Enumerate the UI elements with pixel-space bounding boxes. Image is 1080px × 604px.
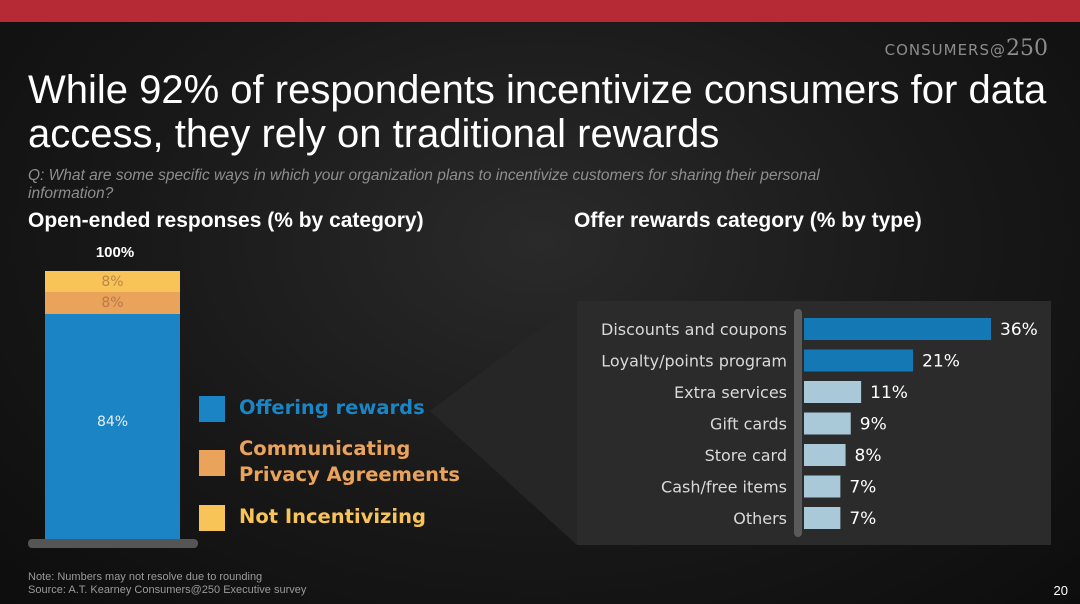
rewards-axis <box>794 309 802 537</box>
stack-segment-label-2: 8% <box>101 273 124 290</box>
brand-logo: CONSUMERS@250 <box>885 36 1048 61</box>
stack-baseline <box>28 539 198 548</box>
legend-not-incentivizing: Not Incentivizing <box>199 504 426 531</box>
footnote: Note: Numbers may not resolve due to rou… <box>28 571 306 597</box>
legend-swatch-orange <box>199 450 225 476</box>
rewards-bar-4 <box>804 444 846 466</box>
rewards-value-label-4: 8% <box>855 446 882 466</box>
rewards-bar-2 <box>804 381 862 403</box>
legend-swatch-yellow <box>199 505 225 531</box>
rewards-category-label-2: Extra services <box>674 383 787 402</box>
left-chart-title: Open-ended responses (% by category) <box>28 209 424 232</box>
stack-total-label: 100% <box>95 244 135 261</box>
rewards-bar-6 <box>804 507 841 529</box>
rewards-value-label-3: 9% <box>860 415 887 435</box>
right-chart-title: Offer rewards category (% by type) <box>574 209 922 232</box>
stack-segment-2: 8% <box>45 271 180 293</box>
rewards-bar-3 <box>804 412 851 435</box>
stack-segment-label-0: 84% <box>96 413 129 430</box>
brand-number: 250 <box>1006 36 1048 61</box>
survey-question: Q: What are some specific ways in which … <box>28 167 820 202</box>
rewards-category-label-0: Discounts and coupons <box>601 320 787 339</box>
legend-communicating-privacy: Communicating Privacy Agreements <box>199 436 460 488</box>
slide-title: While 92% of respondents incentivize con… <box>28 68 1047 156</box>
page-number: 20 <box>1053 583 1068 598</box>
rewards-bar-1 <box>804 349 914 372</box>
legend-label-not-incentivizing: Not Incentivizing <box>239 505 426 528</box>
rewards-bar-0 <box>804 318 991 340</box>
top-accent-bar <box>0 0 1080 22</box>
rewards-category-label-6: Others <box>733 509 787 528</box>
rewards-bar-5 <box>804 475 841 498</box>
legend-offering-rewards: Offering rewards <box>199 395 425 422</box>
stack-segment-1: 8% <box>45 292 180 314</box>
brand-at: @ <box>990 41 1006 59</box>
rewards-category-label-5: Cash/free items <box>661 478 787 497</box>
source-text: Source: A.T. Kearney Consumers@250 Execu… <box>28 584 307 596</box>
stacked-bar: 84% 8% 8% <box>45 271 180 539</box>
rewards-value-label-2: 11% <box>870 383 908 403</box>
rewards-value-label-5: 7% <box>849 478 876 498</box>
legend-label-offering-rewards: Offering rewards <box>239 396 425 419</box>
legend-swatch-blue <box>199 396 225 422</box>
callout-triangle <box>430 301 577 545</box>
rewards-value-label-1: 21% <box>922 352 960 372</box>
stack-segment-0: 84% <box>45 313 180 539</box>
brand-text: CONSUMERS <box>884 41 990 59</box>
rewards-category-label-3: Gift cards <box>710 415 787 434</box>
legend-label-communicating-privacy: Communicating Privacy Agreements <box>239 437 460 486</box>
rewards-category-label-1: Loyalty/points program <box>601 352 787 371</box>
rewards-value-label-0: 36% <box>1000 320 1038 340</box>
stack-segment-label-1: 8% <box>101 295 124 312</box>
rewards-value-label-6: 7% <box>849 509 876 529</box>
rewards-category-label-4: Store card <box>705 446 787 465</box>
note-text: Note: Numbers may not resolve due to rou… <box>28 571 263 583</box>
